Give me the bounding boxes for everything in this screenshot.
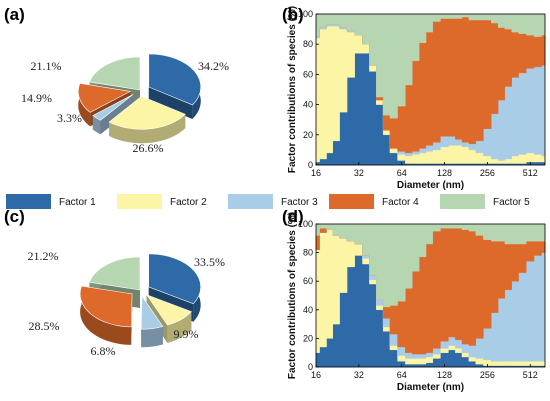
pie-label-factor-5: 21.2% [28,249,59,263]
pie-factor-1-wall-1 [148,86,193,119]
legend: Factor 1 Factor 2 Factor 3 Factor 4 Factor 5 [6,194,530,209]
pie-chart-c: 33.5% 9.9% 6.8% 28.5% 21.2% [28,249,226,358]
x-tick-label-512: 512 [523,168,538,178]
x-tick-label-32: 32 [354,370,364,380]
pie-slice-factor-1 [148,53,202,106]
y-axis-title: Factor contributions of species (%) [287,212,298,379]
pie-slice-factor-5 [89,256,141,291]
x-axis-title: Diameter (nm) [397,180,464,191]
legend-swatch-factor-3 [228,194,273,209]
x-tick-label-64: 64 [397,370,407,380]
panel-label-d: (d) [282,207,304,226]
plot-frame [315,223,546,368]
y-axis-title: Factor contributions of species (%) [287,6,298,173]
legend-label-factor-2: Factor 2 [170,197,207,208]
y-tick-label-0: 0 [308,160,313,170]
x-tick-label-512: 512 [523,370,538,380]
y-tick-label-80: 80 [303,248,313,258]
y-tick-label-80: 80 [303,39,313,49]
y-tick-label-60: 60 [303,276,313,286]
y-tick-label-40: 40 [303,100,313,110]
legend-swatch-factor-1 [6,194,51,209]
y-tick-label-40: 40 [303,305,313,315]
pie-slice-factor-1 [148,253,201,305]
area-chart-d: 0 20 40 60 80 100 16 32 64 128 256 512 Diameter (nm)… [287,212,546,393]
pie-label-factor-1: 34.2% [198,59,229,73]
legend-swatch-factor-2 [117,194,162,209]
pie-slice-factor-3 [92,94,134,121]
x-tick-label-128: 128 [437,168,452,178]
x-tick-label-32: 32 [354,168,364,178]
legend-label-factor-3: Factor 3 [281,197,318,208]
pie-label-factor-4: 28.5% [29,319,60,333]
y-tick-label-20: 20 [303,130,313,140]
y-tick-label-100: 100 [298,9,313,19]
pie-factor-3-wall-1 [92,94,133,130]
pie-factor-2-side [109,114,186,144]
y-tick-label-20: 20 [303,333,313,343]
legend-label-factor-5: Factor 5 [493,197,530,208]
panel-label-c: (c) [4,207,25,226]
pie-factor-4-side [80,286,132,345]
pie-factor-3-side [141,326,163,348]
pie-label-factor-1: 33.5% [194,255,225,269]
panel-label-b: (b) [282,5,304,24]
pie-slice-factor-2 [145,294,192,326]
pie-factor-2-side [167,311,192,343]
pie-slice-factor-4 [79,285,133,328]
x-axis-title: Diameter (nm) [397,382,464,393]
pie-slice-factor-4 [77,83,132,113]
x-tick-label-16: 16 [311,168,321,178]
pie-factor-4-side [78,83,91,127]
panel-label-a: (a) [4,5,25,24]
area-chart-b: 0 20 40 60 80 100 16 32 64 128 256 512 Diameter (nm)… [287,6,546,191]
y-tick-label-100: 100 [298,219,313,229]
pie-factor-3-side [92,115,101,135]
x-tick-label-64: 64 [397,168,407,178]
pie-label-factor-3: 6.8% [91,344,116,358]
legend-label-factor-4: Factor 4 [382,197,419,208]
legend-swatch-factor-5 [440,194,485,209]
x-tick-label-256: 256 [480,370,495,380]
pie-chart-a: 34.2% 26.6% 3.3% 14.9% 21.1% [21,53,229,155]
plot-frame [315,13,546,166]
pie-label-factor-3: 3.3% [57,111,82,125]
x-tick-label-256: 256 [480,168,495,178]
pie-slice-factor-5 [89,56,141,91]
pie-label-factor-4: 14.9% [21,91,52,105]
pie-slice-factor-3 [140,295,164,330]
pie-label-factor-2: 26.6% [133,141,164,155]
pie-label-factor-5: 21.1% [31,59,62,73]
pie-slice-factor-2 [108,95,186,130]
pie-label-factor-2: 9.9% [174,327,199,341]
y-tick-label-60: 60 [303,69,313,79]
x-tick-label-16: 16 [311,370,321,380]
x-tick-label-128: 128 [437,370,452,380]
legend-swatch-factor-4 [329,194,374,209]
y-tick-label-0: 0 [308,362,313,372]
legend-label-factor-1: Factor 1 [59,197,96,208]
